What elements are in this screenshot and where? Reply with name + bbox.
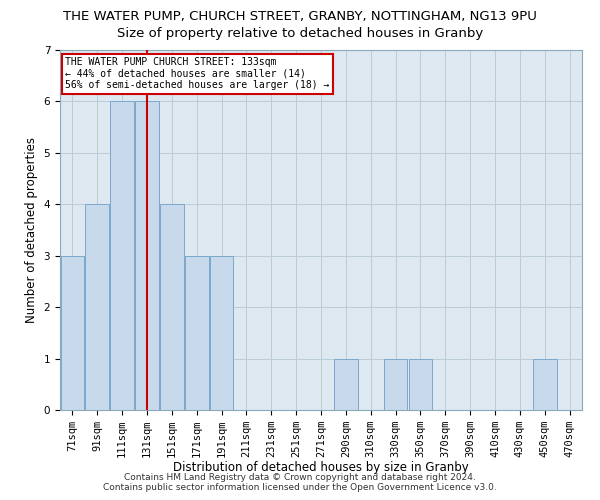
Text: Contains HM Land Registry data © Crown copyright and database right 2024.
Contai: Contains HM Land Registry data © Crown c… bbox=[103, 473, 497, 492]
Text: Size of property relative to detached houses in Granby: Size of property relative to detached ho… bbox=[117, 28, 483, 40]
Bar bbox=[185, 256, 209, 410]
Text: Distribution of detached houses by size in Granby: Distribution of detached houses by size … bbox=[173, 461, 469, 474]
Bar bbox=[384, 358, 407, 410]
Bar bbox=[61, 256, 84, 410]
Text: THE WATER PUMP CHURCH STREET: 133sqm
← 44% of detached houses are smaller (14)
5: THE WATER PUMP CHURCH STREET: 133sqm ← 4… bbox=[65, 57, 329, 90]
Text: THE WATER PUMP, CHURCH STREET, GRANBY, NOTTINGHAM, NG13 9PU: THE WATER PUMP, CHURCH STREET, GRANBY, N… bbox=[63, 10, 537, 23]
Bar bbox=[533, 358, 557, 410]
Bar bbox=[110, 102, 134, 410]
Bar bbox=[210, 256, 233, 410]
Bar bbox=[334, 358, 358, 410]
Bar bbox=[160, 204, 184, 410]
Bar bbox=[135, 102, 159, 410]
Bar bbox=[409, 358, 432, 410]
Bar bbox=[85, 204, 109, 410]
Y-axis label: Number of detached properties: Number of detached properties bbox=[25, 137, 38, 323]
